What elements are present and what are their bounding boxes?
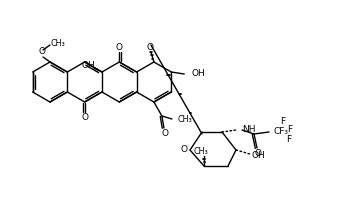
Text: OH: OH <box>252 151 266 159</box>
Text: NH: NH <box>242 125 256 133</box>
Text: O: O <box>146 43 153 53</box>
Text: O: O <box>255 150 262 158</box>
Text: F: F <box>287 125 293 135</box>
Text: F: F <box>287 135 292 145</box>
Text: CH₃: CH₃ <box>178 115 193 125</box>
Text: CH₃: CH₃ <box>194 148 208 156</box>
Text: F: F <box>281 117 286 127</box>
Text: O: O <box>161 130 168 138</box>
Text: OH: OH <box>191 69 205 79</box>
Text: O: O <box>38 46 46 56</box>
Text: O: O <box>81 112 88 122</box>
Text: OH: OH <box>81 61 95 71</box>
Text: CH₃: CH₃ <box>51 38 66 48</box>
Text: O: O <box>116 43 123 51</box>
Text: O: O <box>180 146 188 155</box>
Text: CF₃: CF₃ <box>274 128 289 136</box>
